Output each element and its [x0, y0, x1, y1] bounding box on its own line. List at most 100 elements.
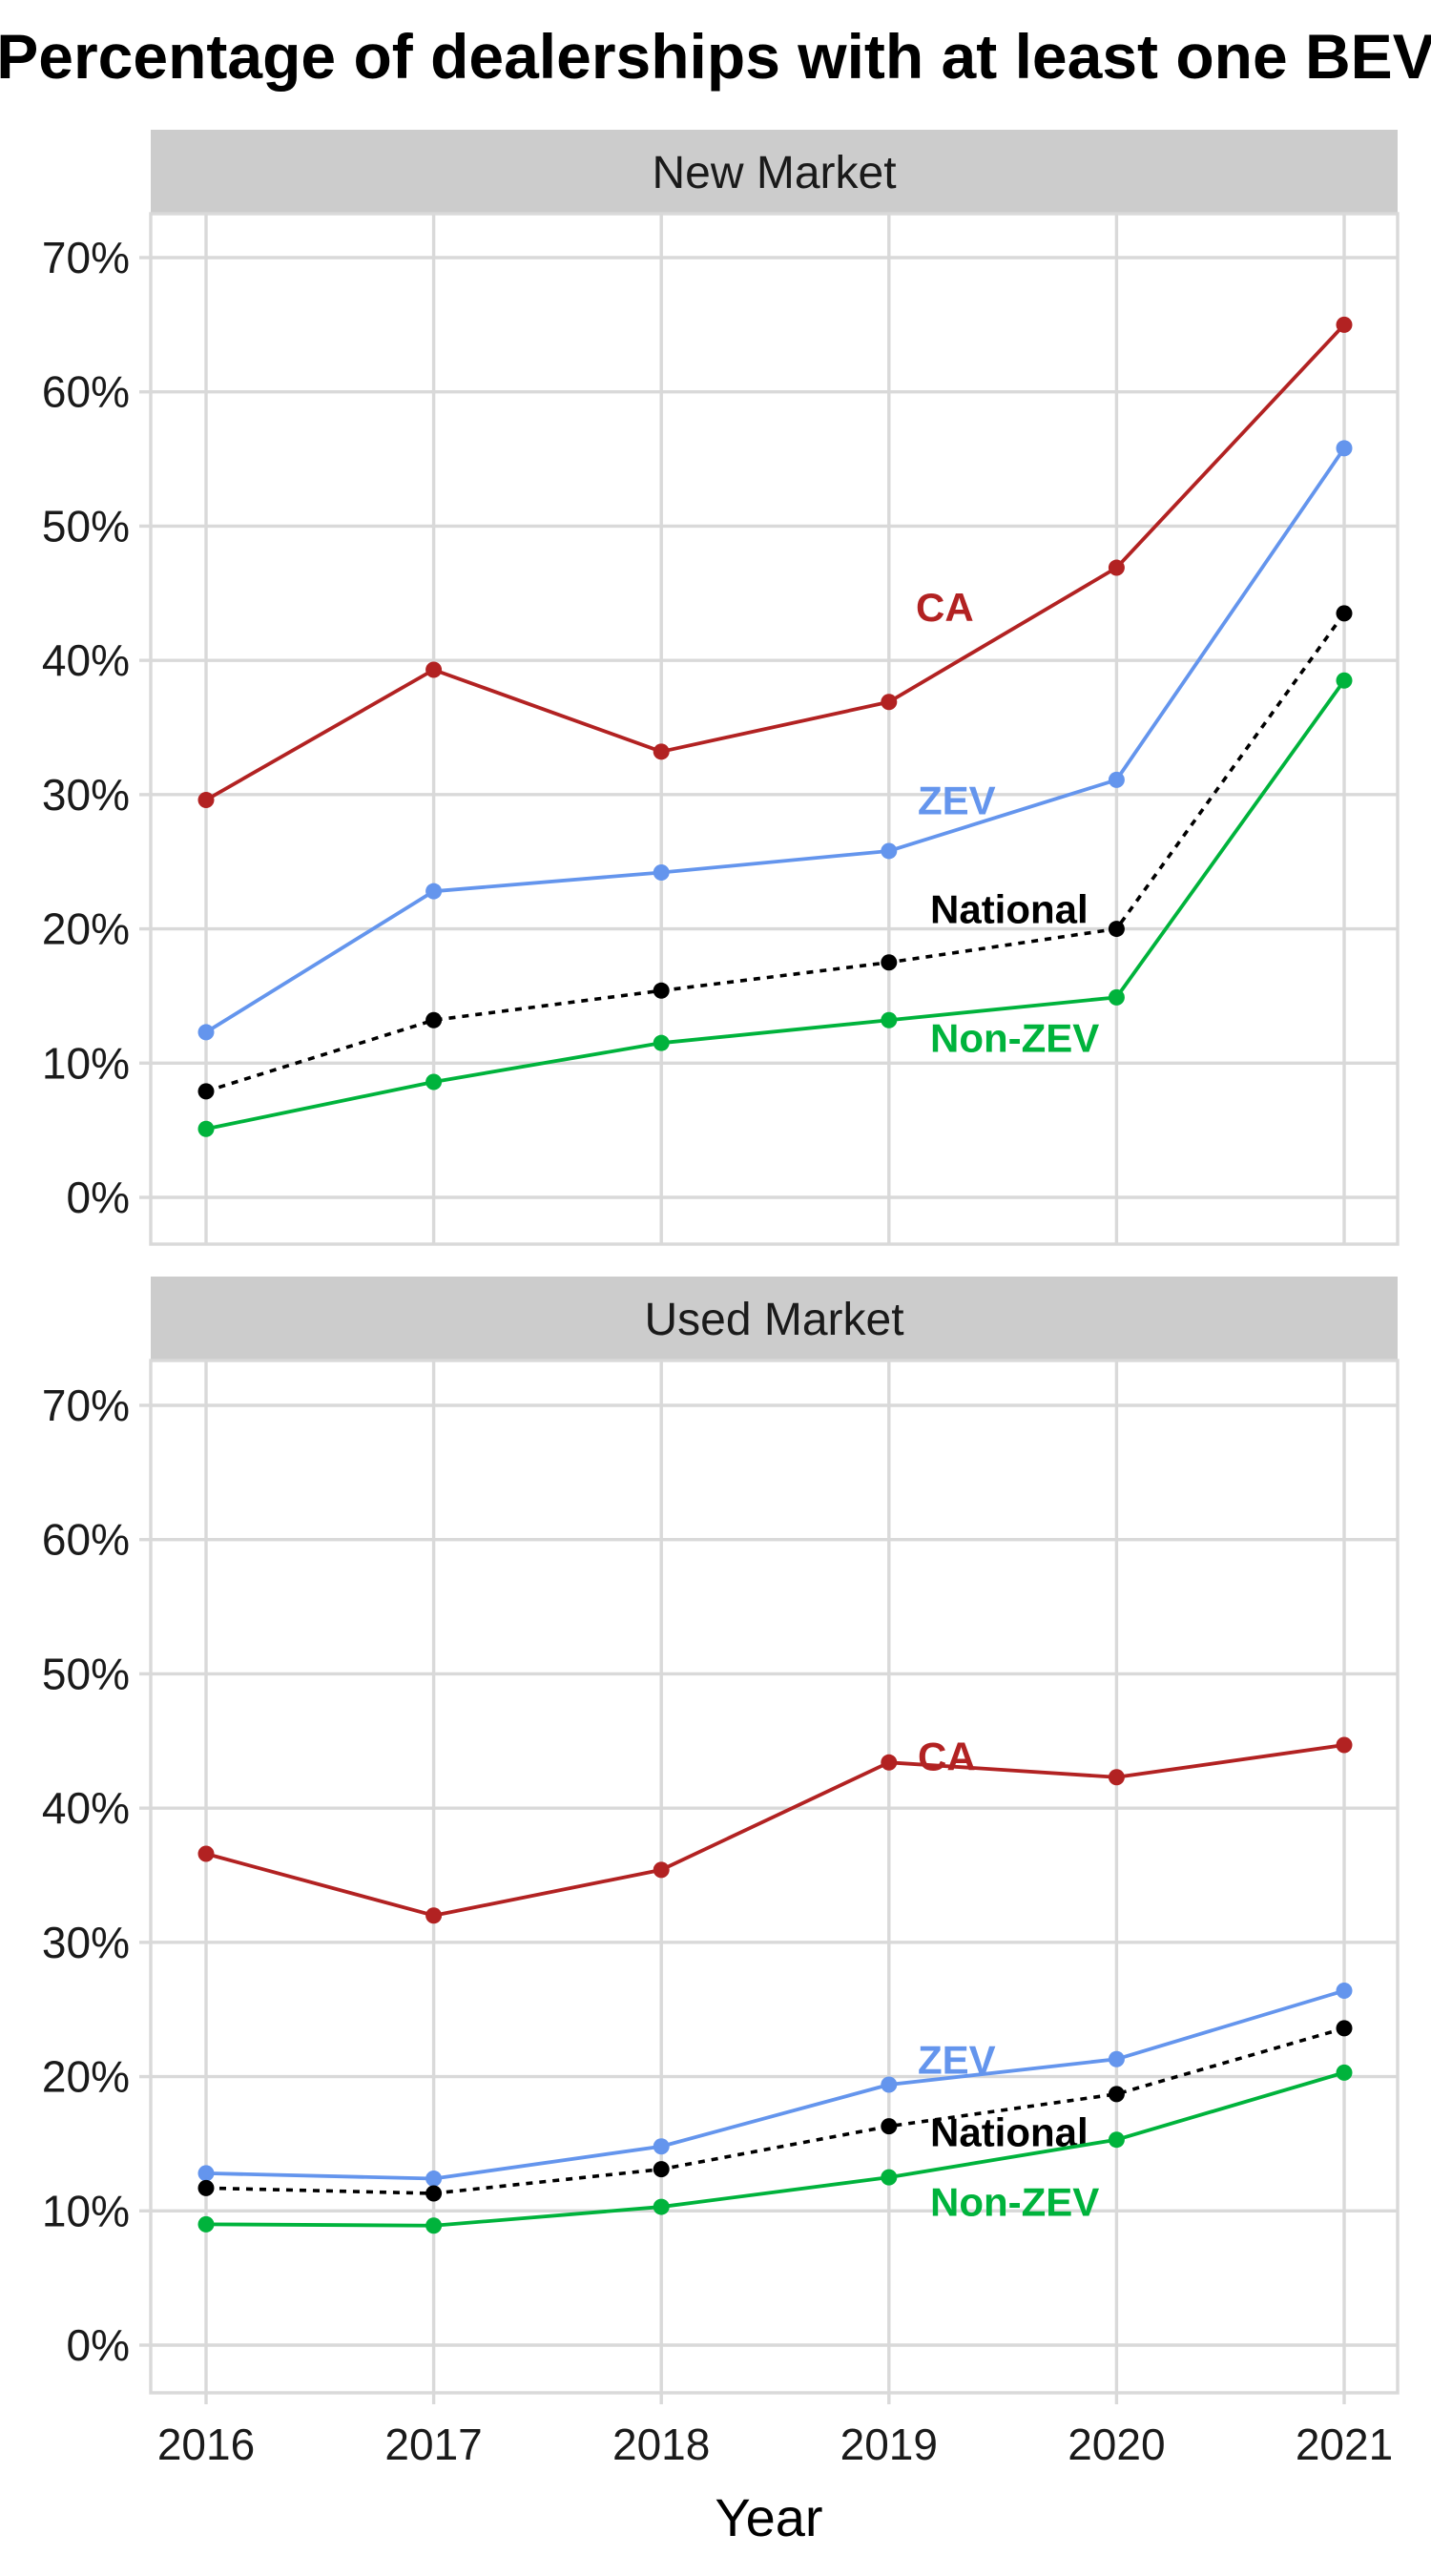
- series-ca: CA: [197, 316, 1353, 808]
- series-label: ZEV: [918, 778, 996, 822]
- data-point: [653, 1861, 670, 1879]
- data-point: [197, 2215, 215, 2233]
- x-axis-label: Year: [715, 2487, 822, 2547]
- y-tick-label: 60%: [42, 367, 130, 417]
- data-point: [425, 883, 443, 900]
- series-national: National: [197, 605, 1353, 1100]
- data-point: [197, 1024, 215, 1041]
- series-zev: ZEV: [197, 440, 1353, 1041]
- series-line: [205, 679, 1346, 1132]
- data-point: [653, 743, 670, 760]
- series-label: National: [930, 886, 1089, 931]
- data-point: [425, 661, 443, 678]
- data-point: [425, 2185, 443, 2202]
- series-non-zev: Non-ZEV: [197, 2064, 1353, 2234]
- facet-strip-label: Used Market: [644, 1295, 903, 1345]
- y-tick-label: 50%: [42, 1649, 130, 1698]
- data-point: [425, 1011, 443, 1028]
- data-point: [881, 2169, 898, 2186]
- data-point: [425, 2217, 443, 2234]
- x-tick-label: 2017: [384, 2420, 482, 2469]
- y-tick-label: 10%: [42, 2186, 130, 2235]
- x-tick-label: 2021: [1296, 2420, 1393, 2469]
- y-tick-label: 0%: [67, 2320, 130, 2370]
- series-line: [205, 323, 1346, 802]
- series-line: [205, 612, 1346, 1093]
- y-tick-label: 30%: [42, 770, 130, 820]
- series-line: [205, 1743, 1345, 1918]
- series-label: Non-ZEV: [930, 1016, 1099, 1061]
- data-point: [1336, 1736, 1353, 1754]
- x-axis-ticks: 2016 2017 2018 2019 2020 2021: [157, 2393, 1393, 2469]
- x-tick-label: 2016: [157, 2420, 255, 2469]
- data-point: [197, 2179, 215, 2196]
- data-point: [1336, 440, 1353, 457]
- y-tick-label: 20%: [42, 904, 130, 954]
- data-point: [881, 694, 898, 711]
- data-point: [1108, 2131, 1125, 2149]
- series-ca: CA: [197, 1734, 1353, 1924]
- series-label: CA: [918, 1734, 976, 1778]
- y-tick-label: 60%: [42, 1515, 130, 1565]
- y-tick-label: 20%: [42, 2052, 130, 2102]
- y-tick-label: 70%: [42, 1381, 130, 1430]
- data-point: [653, 863, 670, 881]
- data-point: [197, 2165, 215, 2182]
- x-tick-label: 2019: [840, 2420, 938, 2469]
- series-label: Non-ZEV: [930, 2179, 1099, 2224]
- y-tick-label: 40%: [42, 1783, 130, 1833]
- data-point: [1336, 672, 1353, 689]
- data-point: [881, 2118, 898, 2135]
- facet-panels: New Market0%10%20%30%40%50%60%70%CAZEVNa…: [42, 130, 1400, 2395]
- data-point: [1108, 2050, 1125, 2067]
- data-point: [1108, 921, 1125, 938]
- panel-used-market: Used Market0%10%20%30%40%50%60%70%CAZEVN…: [42, 1277, 1400, 2395]
- series-label: ZEV: [918, 2037, 996, 2082]
- y-tick-label: 70%: [42, 233, 130, 282]
- data-point: [881, 1011, 898, 1028]
- chart-title: Percentage of dealerships with at least …: [0, 21, 1431, 92]
- data-point: [197, 791, 215, 808]
- series-line: [205, 2026, 1345, 2195]
- data-point: [1336, 2020, 1353, 2037]
- data-point: [881, 954, 898, 971]
- data-point: [425, 1907, 443, 1924]
- series-label: CA: [916, 585, 974, 630]
- panel-border: [149, 1359, 1400, 2395]
- data-point: [881, 1754, 898, 1771]
- series-zev: ZEV: [197, 1983, 1353, 2188]
- series-line: [205, 2070, 1345, 2228]
- data-point: [1108, 988, 1125, 1006]
- panel-border: [149, 212, 1400, 1246]
- data-point: [1108, 1769, 1125, 1786]
- x-tick-label: 2018: [612, 2420, 710, 2469]
- data-point: [881, 842, 898, 860]
- data-point: [425, 2171, 443, 2188]
- series-line: [205, 1988, 1345, 2181]
- data-point: [197, 1083, 215, 1100]
- facet-strip: [151, 130, 1398, 214]
- data-point: [425, 1073, 443, 1091]
- y-tick-label: 40%: [42, 635, 130, 685]
- data-point: [1108, 559, 1125, 576]
- data-point: [881, 2076, 898, 2093]
- data-point: [653, 1034, 670, 1051]
- data-point: [1108, 771, 1125, 788]
- data-point: [1108, 2086, 1125, 2103]
- data-point: [1336, 1983, 1353, 2000]
- facet-strip-label: New Market: [652, 148, 896, 198]
- data-point: [653, 982, 670, 999]
- panel-new-market: New Market 0% 10% 20% 30% 40% 50% 60% 70% CA ZEV Na…: [42, 130, 1400, 1246]
- data-point: [653, 2138, 670, 2155]
- series-non-zev: Non-ZEV: [197, 672, 1353, 1137]
- facet-strip: [151, 1277, 1398, 1361]
- data-point: [1336, 605, 1353, 622]
- y-tick-label: 0%: [67, 1173, 130, 1222]
- series-national: National: [197, 2020, 1353, 2202]
- y-tick-label: 50%: [42, 501, 130, 551]
- data-point: [1336, 316, 1353, 333]
- x-tick-label: 2020: [1068, 2420, 1165, 2469]
- data-point: [1336, 2064, 1353, 2081]
- data-point: [197, 1845, 215, 1862]
